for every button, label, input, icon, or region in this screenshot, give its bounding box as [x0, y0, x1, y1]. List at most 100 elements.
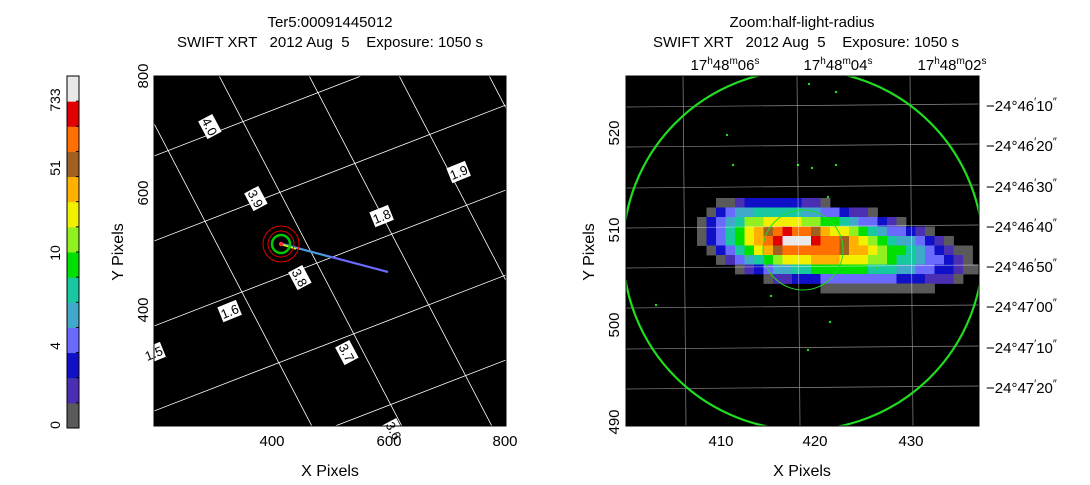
heatmap-pixel — [754, 217, 764, 227]
heatmap-pixel — [801, 198, 812, 208]
heatmap-pixel — [963, 255, 973, 265]
heatmap-pixel — [754, 236, 764, 246]
colorbar-segment — [67, 327, 79, 354]
heatmap-pixel — [877, 217, 888, 227]
heatmap-pixel — [716, 255, 726, 265]
heatmap-pixel — [868, 207, 878, 218]
heatmap-pixel — [763, 236, 774, 246]
colorbar-label-0: 0 — [47, 421, 63, 429]
heatmap-pixel — [725, 207, 736, 218]
heatmap-pixel — [915, 274, 926, 284]
heatmap-pixel — [830, 283, 840, 294]
heatmap-pixel — [887, 245, 897, 256]
heatmap-pixel — [792, 198, 802, 208]
heatmap-pixel — [773, 226, 783, 237]
heatmap-pixel — [858, 236, 869, 246]
heatmap-pixel — [887, 274, 897, 284]
right-regions — [626, 76, 979, 426]
heatmap-pixel — [925, 264, 935, 275]
grid-label-1-8: 1.8 — [371, 206, 393, 227]
heatmap-pixel — [744, 245, 755, 256]
photon-event — [806, 348, 810, 352]
left-source — [262, 225, 389, 274]
colorbar-segment — [67, 151, 79, 178]
heatmap-pixel — [811, 236, 821, 246]
heatmap-pixel — [877, 255, 888, 265]
heatmap-pixel — [801, 255, 812, 265]
source-region-circle — [270, 233, 292, 255]
colorbar-segment — [67, 176, 79, 203]
heatmap-pixel — [906, 274, 916, 284]
heatmap-pixel — [782, 207, 793, 218]
heatmap-pixel — [773, 274, 783, 284]
heatmap-pixel — [801, 245, 812, 256]
heatmap-pixel — [735, 226, 745, 237]
photon-event — [769, 294, 773, 298]
left-subtitle: SWIFT XRT 2012 Aug 5 Exposure: 1050 s — [177, 34, 483, 51]
dec-label: −24°46′30″ — [986, 177, 1057, 196]
heatmap-pixel — [792, 236, 802, 246]
heatmap-pixel — [868, 264, 878, 275]
heatmap-pixel — [782, 226, 793, 237]
heatmap-pixel — [782, 245, 793, 256]
heatmap-pixel — [725, 217, 736, 227]
heatmap-pixel — [858, 245, 869, 256]
heatmap-pixel — [735, 264, 745, 275]
heatmap-pixel — [830, 226, 840, 237]
heatmap-pixel — [896, 245, 907, 256]
photon-event — [654, 303, 658, 307]
heatmap-pixel — [915, 255, 926, 265]
heatmap-pixel — [896, 236, 907, 246]
heatmap-pixel — [792, 217, 802, 227]
grid-label-3-6: 3.6 — [383, 419, 405, 442]
heatmap-pixel — [801, 264, 812, 275]
heatmap-pixel — [792, 255, 802, 265]
heatmap-pixel — [820, 274, 831, 284]
heatmap-pixel — [801, 274, 812, 284]
heatmap-pixel — [754, 198, 764, 208]
heatmap-pixel — [820, 264, 831, 275]
right-x-axis-label: X Pixels — [773, 463, 831, 480]
heatmap-pixel — [744, 217, 755, 227]
heatmap-pixel — [820, 245, 831, 256]
right-y-tick-510: 510 — [606, 217, 623, 242]
heatmap-pixel — [782, 217, 793, 227]
heatmap-pixel — [763, 217, 774, 227]
grid-label-box — [198, 113, 222, 140]
heatmap-pixel — [849, 236, 859, 246]
heatmap-pixel — [915, 236, 926, 246]
right-subtitle: SWIFT XRT 2012 Aug 5 Exposure: 1050 s — [653, 34, 959, 51]
grid-label-box — [335, 339, 359, 366]
heatmap-pixel — [697, 226, 707, 237]
colorbar-segment — [67, 126, 79, 152]
heatmap-pixel — [773, 245, 783, 256]
heatmap-pixel — [725, 236, 736, 246]
left-grid-labels: 4.0 3.9 3.8 3.7 3.6 1.9 — [141, 113, 471, 444]
heatmap-pixel — [744, 226, 755, 237]
heatmap-pixel — [896, 226, 907, 237]
heatmap-pixel — [887, 226, 897, 237]
heatmap-pixel — [925, 274, 935, 284]
heatmap-pixel — [820, 236, 831, 246]
heatmap-pixel — [953, 255, 964, 265]
grid-label-3-7: 3.7 — [336, 341, 358, 364]
heatmap-pixel — [725, 226, 736, 237]
heatmap-pixel — [934, 255, 945, 265]
heatmap-pixel — [915, 283, 926, 294]
heatmap-pixel — [811, 264, 821, 275]
heatmap-pixel — [934, 274, 945, 284]
heatmap-pixel — [839, 207, 850, 218]
heatmap-pixel — [716, 226, 726, 237]
colorbar-segment — [67, 226, 79, 253]
heatmap-pixel — [849, 245, 859, 256]
right-y-tick-500: 500 — [606, 312, 623, 337]
heatmap-pixel — [868, 274, 878, 284]
colorbar-label-10: 10 — [47, 245, 63, 261]
heatmap-pixel — [858, 226, 869, 237]
heatmap-pixel — [735, 236, 745, 246]
colorbar-label-51: 51 — [47, 160, 63, 176]
heatmap-pixel — [782, 255, 793, 265]
heatmap-pixel — [953, 274, 964, 284]
photon-event — [725, 133, 729, 137]
left-y-tick-800: 800 — [135, 63, 152, 88]
